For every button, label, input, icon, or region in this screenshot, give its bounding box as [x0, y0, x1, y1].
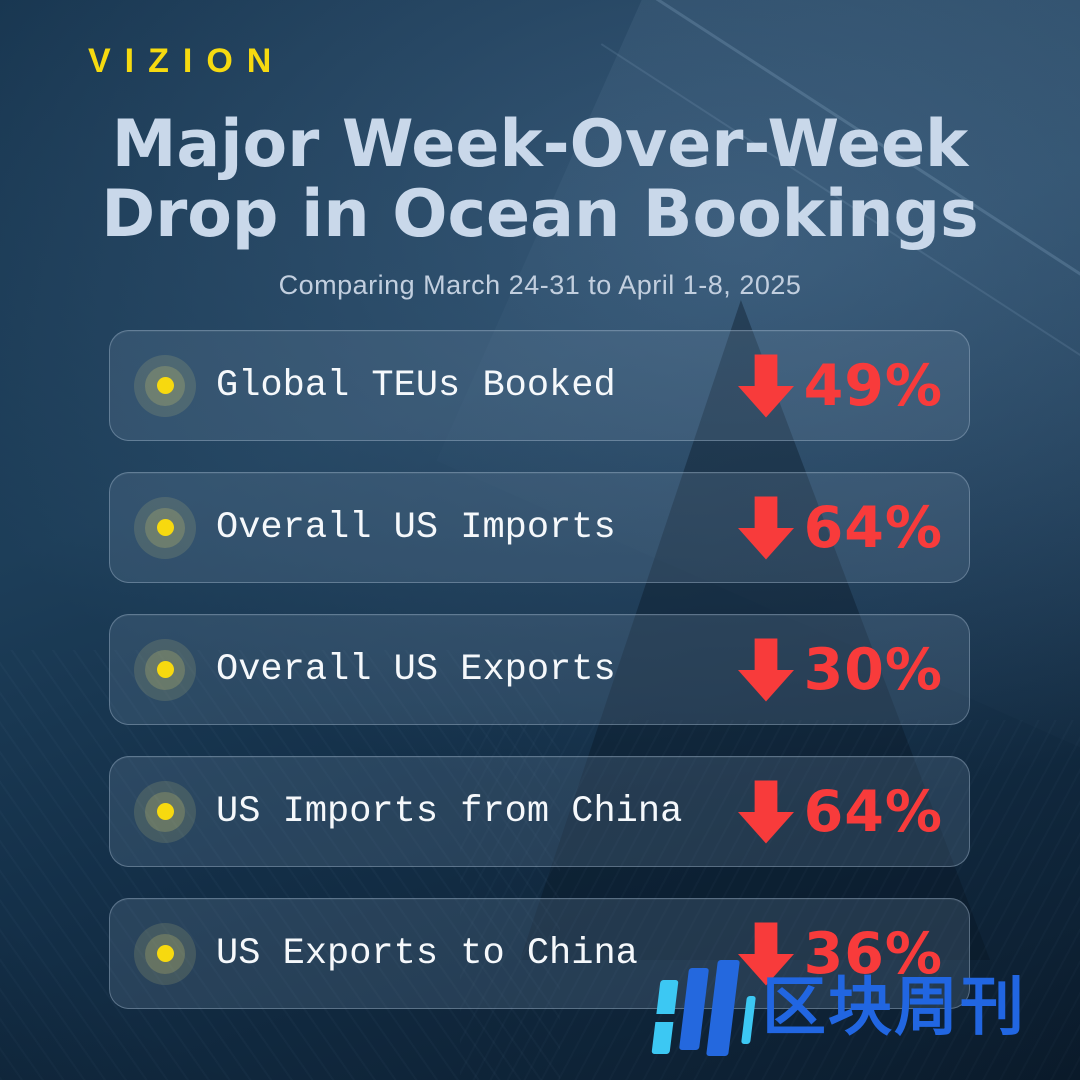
metric-label: US Imports from China — [216, 790, 683, 833]
metric-label: Overall US Exports — [216, 648, 616, 691]
page-subtitle: Comparing March 24-31 to April 1-8, 2025 — [278, 270, 802, 300]
metric-row-global-teus: Global TEUs Booked 49% — [109, 330, 970, 441]
metric-label: US Exports to China — [216, 932, 638, 975]
metric-row-exports-to-china: US Exports to China 36% — [109, 898, 970, 1009]
watermark-bars-icon — [648, 956, 756, 1060]
watermark-text: 区块周刊 — [762, 971, 1026, 1045]
down-arrow-icon — [737, 496, 794, 559]
metric-value: 49% — [803, 352, 943, 419]
down-arrow-icon — [737, 354, 794, 417]
metric-value: 64% — [803, 778, 943, 845]
metric-row-us-imports: Overall US Imports 64% — [109, 472, 970, 583]
metric-change: 64% — [737, 494, 943, 561]
bullet-icon — [134, 496, 196, 559]
bullet-icon — [134, 780, 196, 843]
metric-change: 30% — [737, 636, 943, 703]
page-title: Major Week-Over-Week Drop in Ocean Booki… — [0, 107, 1080, 253]
down-arrow-icon — [737, 638, 794, 701]
page-title-line2: Drop in Ocean Bookings — [101, 177, 979, 253]
metric-value: 36% — [803, 920, 943, 987]
metric-value: 30% — [803, 636, 943, 703]
down-arrow-icon — [737, 780, 794, 843]
bullet-icon — [134, 922, 196, 985]
bullet-icon — [134, 638, 196, 701]
page-title-line1: Major Week-Over-Week — [111, 107, 969, 182]
metric-change: 64% — [737, 778, 943, 845]
metric-value: 64% — [803, 494, 943, 561]
metric-row-imports-from-china: US Imports from China 64% — [109, 756, 970, 867]
metric-change: 49% — [737, 352, 943, 419]
down-arrow-icon — [737, 922, 794, 985]
metric-label: Global TEUs Booked — [216, 364, 616, 407]
metric-row-us-exports: Overall US Exports 30% — [109, 614, 970, 725]
bullet-icon — [134, 354, 196, 417]
vizion-logo: VIZION — [88, 42, 286, 80]
metric-change: 36% — [737, 920, 943, 987]
watermark: 区块周刊 — [648, 956, 1026, 1060]
metric-label: Overall US Imports — [216, 506, 616, 549]
